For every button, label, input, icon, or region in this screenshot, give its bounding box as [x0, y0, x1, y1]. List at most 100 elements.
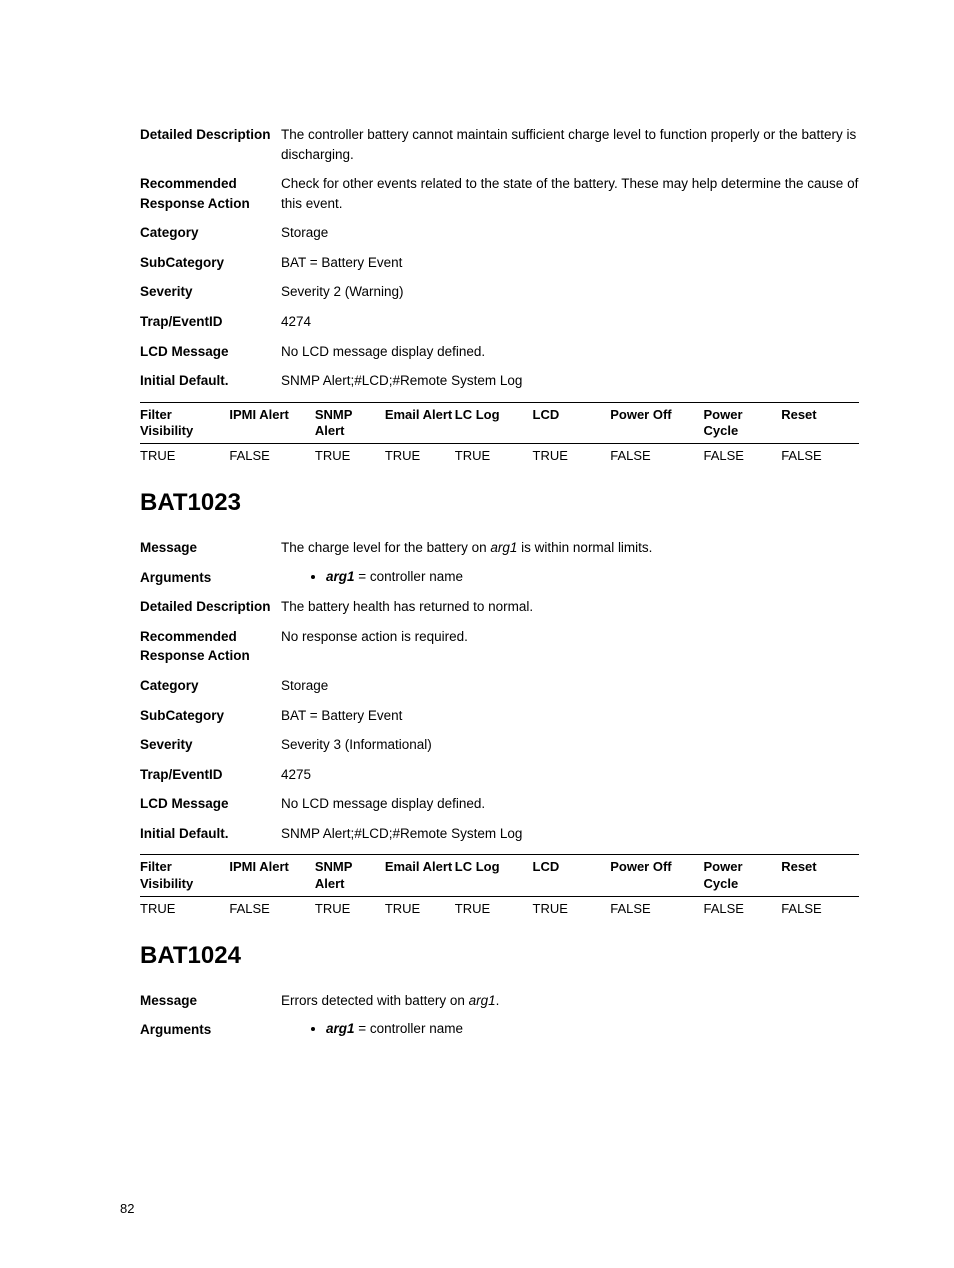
cell-snmp-alert: TRUE [315, 444, 385, 468]
cell-email-alert: TRUE [385, 896, 455, 920]
lcd-message-label: LCD Message [140, 337, 281, 367]
category-value: Storage [281, 671, 859, 701]
lcd-message-value: No LCD message display defined. [281, 789, 859, 819]
recommended-action-label: Recommended Response Action [140, 622, 281, 671]
trap-eventid-value: 4275 [281, 760, 859, 790]
col-filter-visibility: Filter Visibility [140, 402, 229, 444]
message-label: Message [140, 533, 281, 563]
message-text-post: . [496, 993, 500, 1008]
definition-table: Detailed Description The controller batt… [140, 120, 859, 396]
definition-table: Message The charge level for the battery… [140, 533, 859, 848]
col-snmp-alert: SNMP Alert [315, 402, 385, 444]
detailed-description-label: Detailed Description [140, 120, 281, 169]
cell-lcd: TRUE [533, 444, 611, 468]
subcategory-value: BAT = Battery Event [281, 248, 859, 278]
message-label: Message [140, 986, 281, 1016]
arguments-label: Arguments [140, 1015, 281, 1045]
severity-label: Severity [140, 730, 281, 760]
alert-table-header-row: Filter Visibility IPMI Alert SNMP Alert … [140, 402, 859, 444]
arguments-label: Arguments [140, 563, 281, 593]
page-number: 82 [120, 1201, 134, 1216]
message-arg: arg1 [490, 540, 517, 555]
category-label: Category [140, 671, 281, 701]
detailed-description-label: Detailed Description [140, 592, 281, 622]
cell-lc-log: TRUE [455, 444, 533, 468]
col-power-cycle: Power Cycle [703, 402, 781, 444]
col-email-alert: Email Alert [385, 855, 455, 897]
col-email-alert: Email Alert [385, 402, 455, 444]
argument-list: arg1 = controller name [281, 568, 859, 587]
col-filter-visibility: Filter Visibility [140, 855, 229, 897]
cell-ipmi-alert: FALSE [229, 896, 315, 920]
cell-power-cycle: FALSE [703, 444, 781, 468]
subcategory-label: SubCategory [140, 701, 281, 731]
page: Detailed Description The controller batt… [0, 0, 954, 1268]
argument-list: arg1 = controller name [281, 1020, 859, 1039]
cell-lcd: TRUE [533, 896, 611, 920]
message-text-post: is within normal limits. [517, 540, 652, 555]
message-arg: arg1 [469, 993, 496, 1008]
cell-power-off: FALSE [610, 444, 703, 468]
trap-eventid-label: Trap/EventID [140, 307, 281, 337]
cell-email-alert: TRUE [385, 444, 455, 468]
cell-ipmi-alert: FALSE [229, 444, 315, 468]
argument-item: arg1 = controller name [326, 568, 859, 587]
col-snmp-alert: SNMP Alert [315, 855, 385, 897]
col-power-off: Power Off [610, 402, 703, 444]
col-power-cycle: Power Cycle [703, 855, 781, 897]
arguments-value: arg1 = controller name [281, 1015, 859, 1045]
cell-filter-visibility: TRUE [140, 896, 229, 920]
cell-lc-log: TRUE [455, 896, 533, 920]
initial-default-value: SNMP Alert;#LCD;#Remote System Log [281, 819, 859, 849]
severity-value: Severity 3 (Informational) [281, 730, 859, 760]
category-label: Category [140, 218, 281, 248]
col-reset: Reset [781, 855, 859, 897]
category-value: Storage [281, 218, 859, 248]
severity-label: Severity [140, 277, 281, 307]
argument-item: arg1 = controller name [326, 1020, 859, 1039]
alert-table: Filter Visibility IPMI Alert SNMP Alert … [140, 402, 859, 468]
alert-table-row: TRUE FALSE TRUE TRUE TRUE TRUE FALSE FAL… [140, 444, 859, 468]
subcategory-value: BAT = Battery Event [281, 701, 859, 731]
message-value: The charge level for the battery on arg1… [281, 533, 859, 563]
col-lc-log: LC Log [455, 402, 533, 444]
definition-table: Message Errors detected with battery on … [140, 986, 859, 1045]
alert-table: Filter Visibility IPMI Alert SNMP Alert … [140, 854, 859, 920]
section-heading-bat1023: BAT1023 [140, 489, 859, 517]
col-lc-log: LC Log [455, 855, 533, 897]
col-ipmi-alert: IPMI Alert [229, 855, 315, 897]
alert-table-header-row: Filter Visibility IPMI Alert SNMP Alert … [140, 855, 859, 897]
section-heading-bat1024: BAT1024 [140, 942, 859, 970]
col-lcd: LCD [533, 855, 611, 897]
col-power-off: Power Off [610, 855, 703, 897]
message-text-pre: Errors detected with battery on [281, 993, 469, 1008]
col-ipmi-alert: IPMI Alert [229, 402, 315, 444]
lcd-message-value: No LCD message display defined. [281, 337, 859, 367]
initial-default-value: SNMP Alert;#LCD;#Remote System Log [281, 366, 859, 396]
arguments-value: arg1 = controller name [281, 563, 859, 593]
recommended-action-value: Check for other events related to the st… [281, 169, 859, 218]
lcd-message-label: LCD Message [140, 789, 281, 819]
trap-eventid-label: Trap/EventID [140, 760, 281, 790]
alert-table-row: TRUE FALSE TRUE TRUE TRUE TRUE FALSE FAL… [140, 896, 859, 920]
col-lcd: LCD [533, 402, 611, 444]
argument-name: arg1 [326, 1021, 355, 1036]
col-reset: Reset [781, 402, 859, 444]
message-text-pre: The charge level for the battery on [281, 540, 490, 555]
initial-default-label: Initial Default. [140, 819, 281, 849]
cell-snmp-alert: TRUE [315, 896, 385, 920]
cell-filter-visibility: TRUE [140, 444, 229, 468]
cell-reset: FALSE [781, 896, 859, 920]
trap-eventid-value: 4274 [281, 307, 859, 337]
severity-value: Severity 2 (Warning) [281, 277, 859, 307]
initial-default-label: Initial Default. [140, 366, 281, 396]
subcategory-label: SubCategory [140, 248, 281, 278]
cell-reset: FALSE [781, 444, 859, 468]
argument-desc: = controller name [355, 569, 463, 584]
recommended-action-label: Recommended Response Action [140, 169, 281, 218]
detailed-description-value: The controller battery cannot maintain s… [281, 120, 859, 169]
recommended-action-value: No response action is required. [281, 622, 859, 671]
detailed-description-value: The battery health has returned to norma… [281, 592, 859, 622]
argument-desc: = controller name [355, 1021, 463, 1036]
argument-name: arg1 [326, 569, 355, 584]
